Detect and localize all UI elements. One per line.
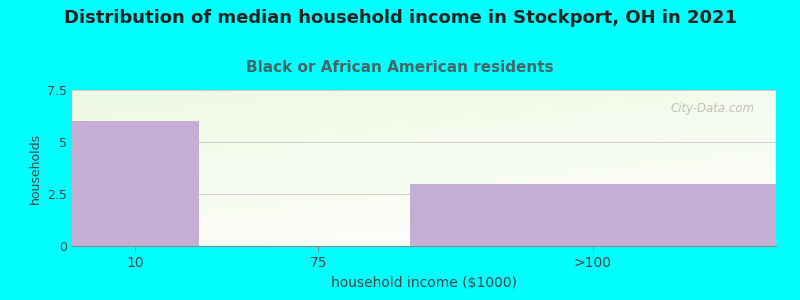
Y-axis label: households: households (29, 132, 42, 204)
X-axis label: household income ($1000): household income ($1000) (331, 276, 517, 290)
Text: Distribution of median household income in Stockport, OH in 2021: Distribution of median household income … (63, 9, 737, 27)
Bar (72, 121, 198, 246)
Bar (410, 184, 776, 246)
Text: City-Data.com: City-Data.com (670, 103, 755, 116)
Text: Black or African American residents: Black or African American residents (246, 60, 554, 75)
